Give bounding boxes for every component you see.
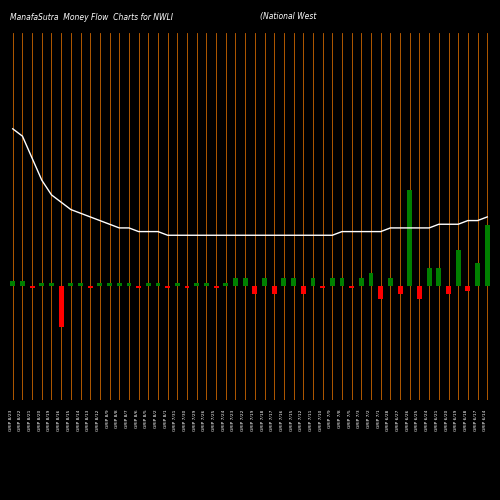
Bar [30,286,35,288]
Bar [184,286,190,288]
Bar [320,286,325,288]
Bar [117,284,121,286]
Bar [340,278,344,286]
Bar [310,278,316,286]
Bar [417,286,422,298]
Bar [272,286,276,294]
Bar [10,281,15,286]
Bar [456,250,460,286]
Bar [475,263,480,286]
Bar [350,286,354,288]
Bar [107,284,112,286]
Bar [98,284,102,286]
Text: (National West: (National West [260,12,316,22]
Bar [136,286,141,288]
Bar [368,274,374,286]
Bar [58,286,64,327]
Bar [175,284,180,286]
Bar [466,286,470,291]
Bar [436,268,442,286]
Bar [282,278,286,286]
Bar [446,286,451,294]
Bar [166,286,170,288]
Bar [301,286,306,294]
Bar [359,278,364,286]
Bar [242,278,248,286]
Bar [126,284,132,286]
Bar [408,190,412,286]
Bar [485,225,490,286]
Bar [40,284,44,286]
Bar [330,278,334,286]
Bar [398,286,402,294]
Bar [224,284,228,286]
Bar [291,278,296,286]
Bar [194,284,199,286]
Bar [20,281,25,286]
Bar [49,284,54,286]
Bar [146,284,150,286]
Bar [204,284,209,286]
Bar [378,286,383,298]
Bar [156,284,160,286]
Bar [252,286,258,294]
Bar [68,284,73,286]
Bar [214,286,218,288]
Bar [233,278,238,286]
Bar [388,278,393,286]
Bar [78,284,83,286]
Bar [426,268,432,286]
Bar [88,286,92,288]
Bar [262,278,267,286]
Text: ManafaSutra  Money Flow  Charts for NWLI: ManafaSutra Money Flow Charts for NWLI [10,12,173,22]
